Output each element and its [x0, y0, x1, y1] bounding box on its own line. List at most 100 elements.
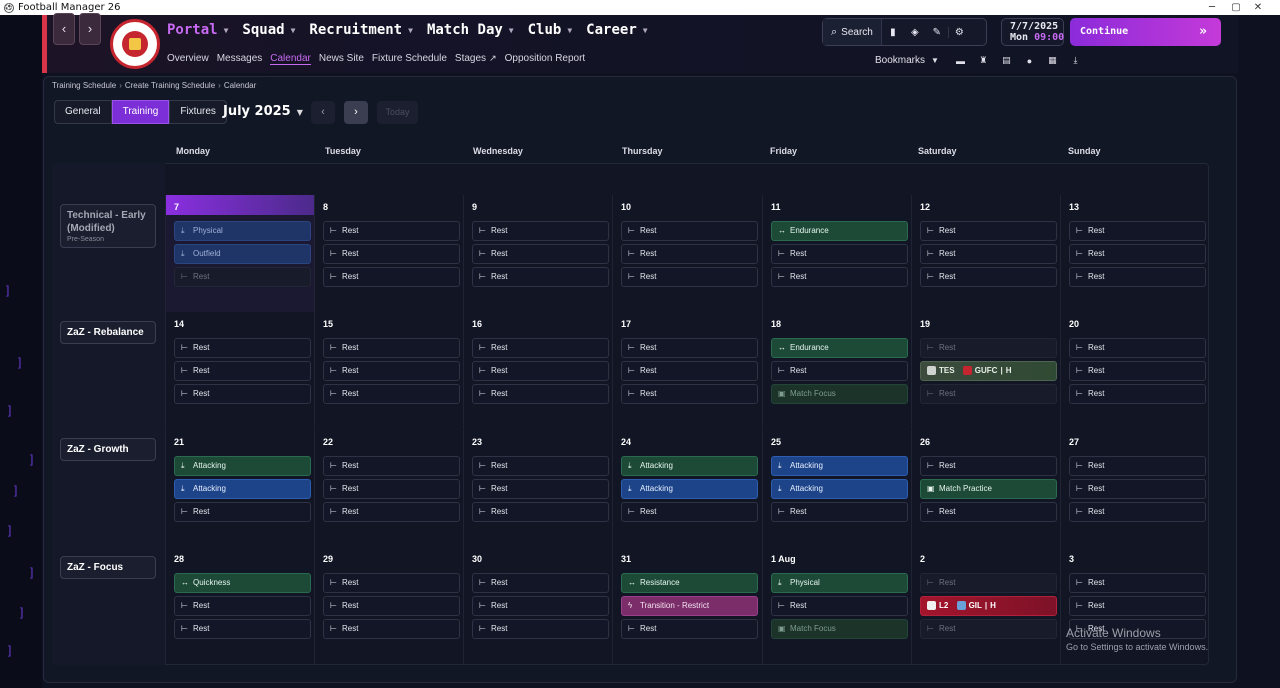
- continue-button[interactable]: Continue »: [1070, 18, 1221, 46]
- training-session-slot[interactable]: ▣ Match Practice: [920, 479, 1057, 499]
- training-session-slot[interactable]: ⊢ Rest: [1069, 479, 1206, 499]
- training-session-slot[interactable]: ⊢ Rest: [771, 502, 908, 522]
- training-session-slot[interactable]: ⊢ Rest: [472, 361, 609, 381]
- calendar-day-cell[interactable]: 2 ⊢ Rest L2 GIL | H ⊢ Rest: [911, 547, 1060, 664]
- training-session-slot[interactable]: ⊢ Rest: [1069, 361, 1206, 381]
- training-session-slot[interactable]: ⊢ Rest: [472, 479, 609, 499]
- download-icon[interactable]: ⤓: [1073, 55, 1078, 65]
- maximize-button[interactable]: ▢: [1231, 2, 1241, 13]
- training-session-slot[interactable]: ⊢ Rest: [323, 267, 460, 287]
- training-session-slot[interactable]: ⊢ Rest: [621, 338, 758, 358]
- calendar-day-cell[interactable]: 16 ⊢ Rest ⊢ Rest ⊢ Rest: [463, 312, 612, 429]
- calendar-day-cell[interactable]: 20 ⊢ Rest ⊢ Rest ⊢ Rest: [1060, 312, 1209, 429]
- ball-icon[interactable]: ●: [1026, 55, 1033, 66]
- training-session-slot[interactable]: ⊢ Rest: [323, 479, 460, 499]
- breadcrumb-create-training-schedule[interactable]: Create Training Schedule: [124, 81, 216, 90]
- training-session-slot[interactable]: ⊢ Rest: [1069, 596, 1206, 616]
- training-session-slot[interactable]: ⊢ Rest: [771, 596, 908, 616]
- training-session-slot[interactable]: ⊢ Rest: [920, 502, 1057, 522]
- training-session-slot[interactable]: ⊢ Rest: [920, 338, 1057, 358]
- today-button[interactable]: Today: [377, 101, 418, 124]
- training-session-slot[interactable]: ⊢ Rest: [1069, 573, 1206, 593]
- bookmark-icon[interactable]: ▮: [890, 26, 896, 38]
- training-session-slot[interactable]: ⊢ Rest: [621, 384, 758, 404]
- clipboard-icon[interactable]: ▤: [1002, 55, 1011, 65]
- training-session-slot[interactable]: ⊢ Rest: [323, 221, 460, 241]
- training-session-slot[interactable]: ⊢ Rest: [323, 384, 460, 404]
- training-session-slot[interactable]: ⊢ Rest: [920, 573, 1057, 593]
- next-month-button[interactable]: ›: [344, 101, 368, 124]
- nav-squad[interactable]: Squad ▼: [242, 22, 296, 38]
- calendar-day-cell[interactable]: 27 ⊢ Rest ⊢ Rest ⊢ Rest: [1060, 430, 1209, 547]
- search-button[interactable]: ⌕ Search: [823, 19, 882, 45]
- game-date[interactable]: 7/7/2025 Mon 09:00: [1001, 18, 1064, 46]
- calendar-day-cell[interactable]: 8 ⊢ Rest ⊢ Rest ⊢ Rest: [314, 195, 463, 312]
- calendar-day-cell[interactable]: 21 ⤓ Attacking ⤓ Attacking ⊢ Rest: [165, 430, 314, 547]
- training-session-slot[interactable]: ⤓ Physical: [174, 221, 311, 241]
- calendar-day-cell[interactable]: 1 Aug ⤓ Physical ⊢ Rest ▣ Match Focus: [762, 547, 911, 664]
- training-session-slot[interactable]: ⊢ Rest: [323, 573, 460, 593]
- training-session-slot[interactable]: ⊢ Rest: [323, 244, 460, 264]
- nav-club[interactable]: Club ▼: [527, 22, 573, 38]
- training-session-slot[interactable]: ⊢ Rest: [621, 221, 758, 241]
- training-session-slot[interactable]: ⊢ Rest: [174, 596, 311, 616]
- training-session-slot[interactable]: ⊢ Rest: [1069, 267, 1206, 287]
- training-session-slot[interactable]: ⊢ Rest: [472, 267, 609, 287]
- calendar-day-cell[interactable]: 23 ⊢ Rest ⊢ Rest ⊢ Rest: [463, 430, 612, 547]
- training-session-slot[interactable]: ϟ Transition - Restrict: [621, 596, 758, 616]
- training-session-slot[interactable]: ⊢ Rest: [472, 384, 609, 404]
- training-session-slot[interactable]: ⊢ Rest: [1069, 338, 1206, 358]
- chat-icon[interactable]: ▬: [955, 55, 965, 66]
- training-session-slot[interactable]: ⊢ Rest: [771, 244, 908, 264]
- subnav-news-site[interactable]: News Site: [318, 53, 364, 64]
- training-session-slot[interactable]: ⊢ Rest: [920, 619, 1057, 639]
- back-button[interactable]: ‹: [53, 13, 75, 45]
- training-session-slot[interactable]: ⤓ Attacking: [771, 479, 908, 499]
- club-crest[interactable]: [110, 19, 160, 69]
- training-session-slot[interactable]: ⊢ Rest: [472, 573, 609, 593]
- pen-icon[interactable]: ✎: [932, 26, 942, 38]
- training-session-slot[interactable]: ▣ Match Focus: [771, 384, 908, 404]
- training-session-slot[interactable]: ⊢ Rest: [621, 619, 758, 639]
- forward-button[interactable]: ›: [79, 13, 101, 45]
- calendar-day-cell[interactable]: 29 ⊢ Rest ⊢ Rest ⊢ Rest: [314, 547, 463, 664]
- fixture-slot[interactable]: TES GUFC | H: [920, 361, 1057, 381]
- training-session-slot[interactable]: ⊢ Rest: [174, 361, 311, 381]
- training-session-slot[interactable]: ⊢ Rest: [1069, 456, 1206, 476]
- training-session-slot[interactable]: ⤓ Attacking: [771, 456, 908, 476]
- calendar-icon[interactable]: ▦: [1048, 55, 1057, 65]
- training-session-slot[interactable]: ⊢ Rest: [472, 244, 609, 264]
- training-session-slot[interactable]: ⊢ Rest: [1069, 221, 1206, 241]
- training-session-slot[interactable]: ⊢ Rest: [472, 596, 609, 616]
- training-session-slot[interactable]: ⊢ Rest: [771, 361, 908, 381]
- calendar-day-cell[interactable]: 9 ⊢ Rest ⊢ Rest ⊢ Rest: [463, 195, 612, 312]
- training-session-slot[interactable]: ⊢ Rest: [621, 267, 758, 287]
- shirt-icon[interactable]: ♜: [979, 55, 988, 65]
- calendar-day-cell[interactable]: 3 ⊢ Rest ⊢ Rest ⊢ Rest: [1060, 547, 1209, 664]
- calendar-day-cell[interactable]: 15 ⊢ Rest ⊢ Rest ⊢ Rest: [314, 312, 463, 429]
- training-session-slot[interactable]: ⊢ Rest: [323, 596, 460, 616]
- training-session-slot[interactable]: ⊢ Rest: [920, 244, 1057, 264]
- training-session-slot[interactable]: ⊢ Rest: [472, 619, 609, 639]
- training-session-slot[interactable]: ⊢ Rest: [472, 502, 609, 522]
- tab-training[interactable]: Training: [111, 100, 170, 124]
- nav-match-day[interactable]: Match Day ▼: [426, 22, 514, 38]
- month-selector[interactable]: July 2025 ▼: [223, 104, 303, 119]
- training-plan-card[interactable]: ZaZ - Focus: [60, 556, 156, 579]
- fixture-slot[interactable]: L2 GIL | H: [920, 596, 1057, 616]
- training-session-slot[interactable]: ↔ Endurance: [771, 221, 908, 241]
- training-session-slot[interactable]: ⊢ Rest: [920, 384, 1057, 404]
- training-session-slot[interactable]: ⊢ Rest: [174, 338, 311, 358]
- training-session-slot[interactable]: ⤓ Attacking: [621, 456, 758, 476]
- calendar-day-cell[interactable]: 19 ⊢ Rest TES GUFC | H ⊢ Rest: [911, 312, 1060, 429]
- training-session-slot[interactable]: ⊢ Rest: [323, 502, 460, 522]
- training-session-slot[interactable]: ⊢ Rest: [621, 361, 758, 381]
- calendar-day-cell[interactable]: 31 ↔ Resistance ϟ Transition - Restrict ⊢ Rest: [612, 547, 761, 664]
- training-session-slot[interactable]: ⊢ Rest: [323, 619, 460, 639]
- training-session-slot[interactable]: ⤓ Attacking: [174, 456, 311, 476]
- subnav-messages[interactable]: Messages: [216, 53, 263, 64]
- training-session-slot[interactable]: ⊢ Rest: [472, 221, 609, 241]
- training-session-slot[interactable]: ⊢ Rest: [174, 502, 311, 522]
- training-session-slot[interactable]: ▣ Match Focus: [771, 619, 908, 639]
- subnav-stages[interactable]: Stages ↗: [454, 53, 497, 64]
